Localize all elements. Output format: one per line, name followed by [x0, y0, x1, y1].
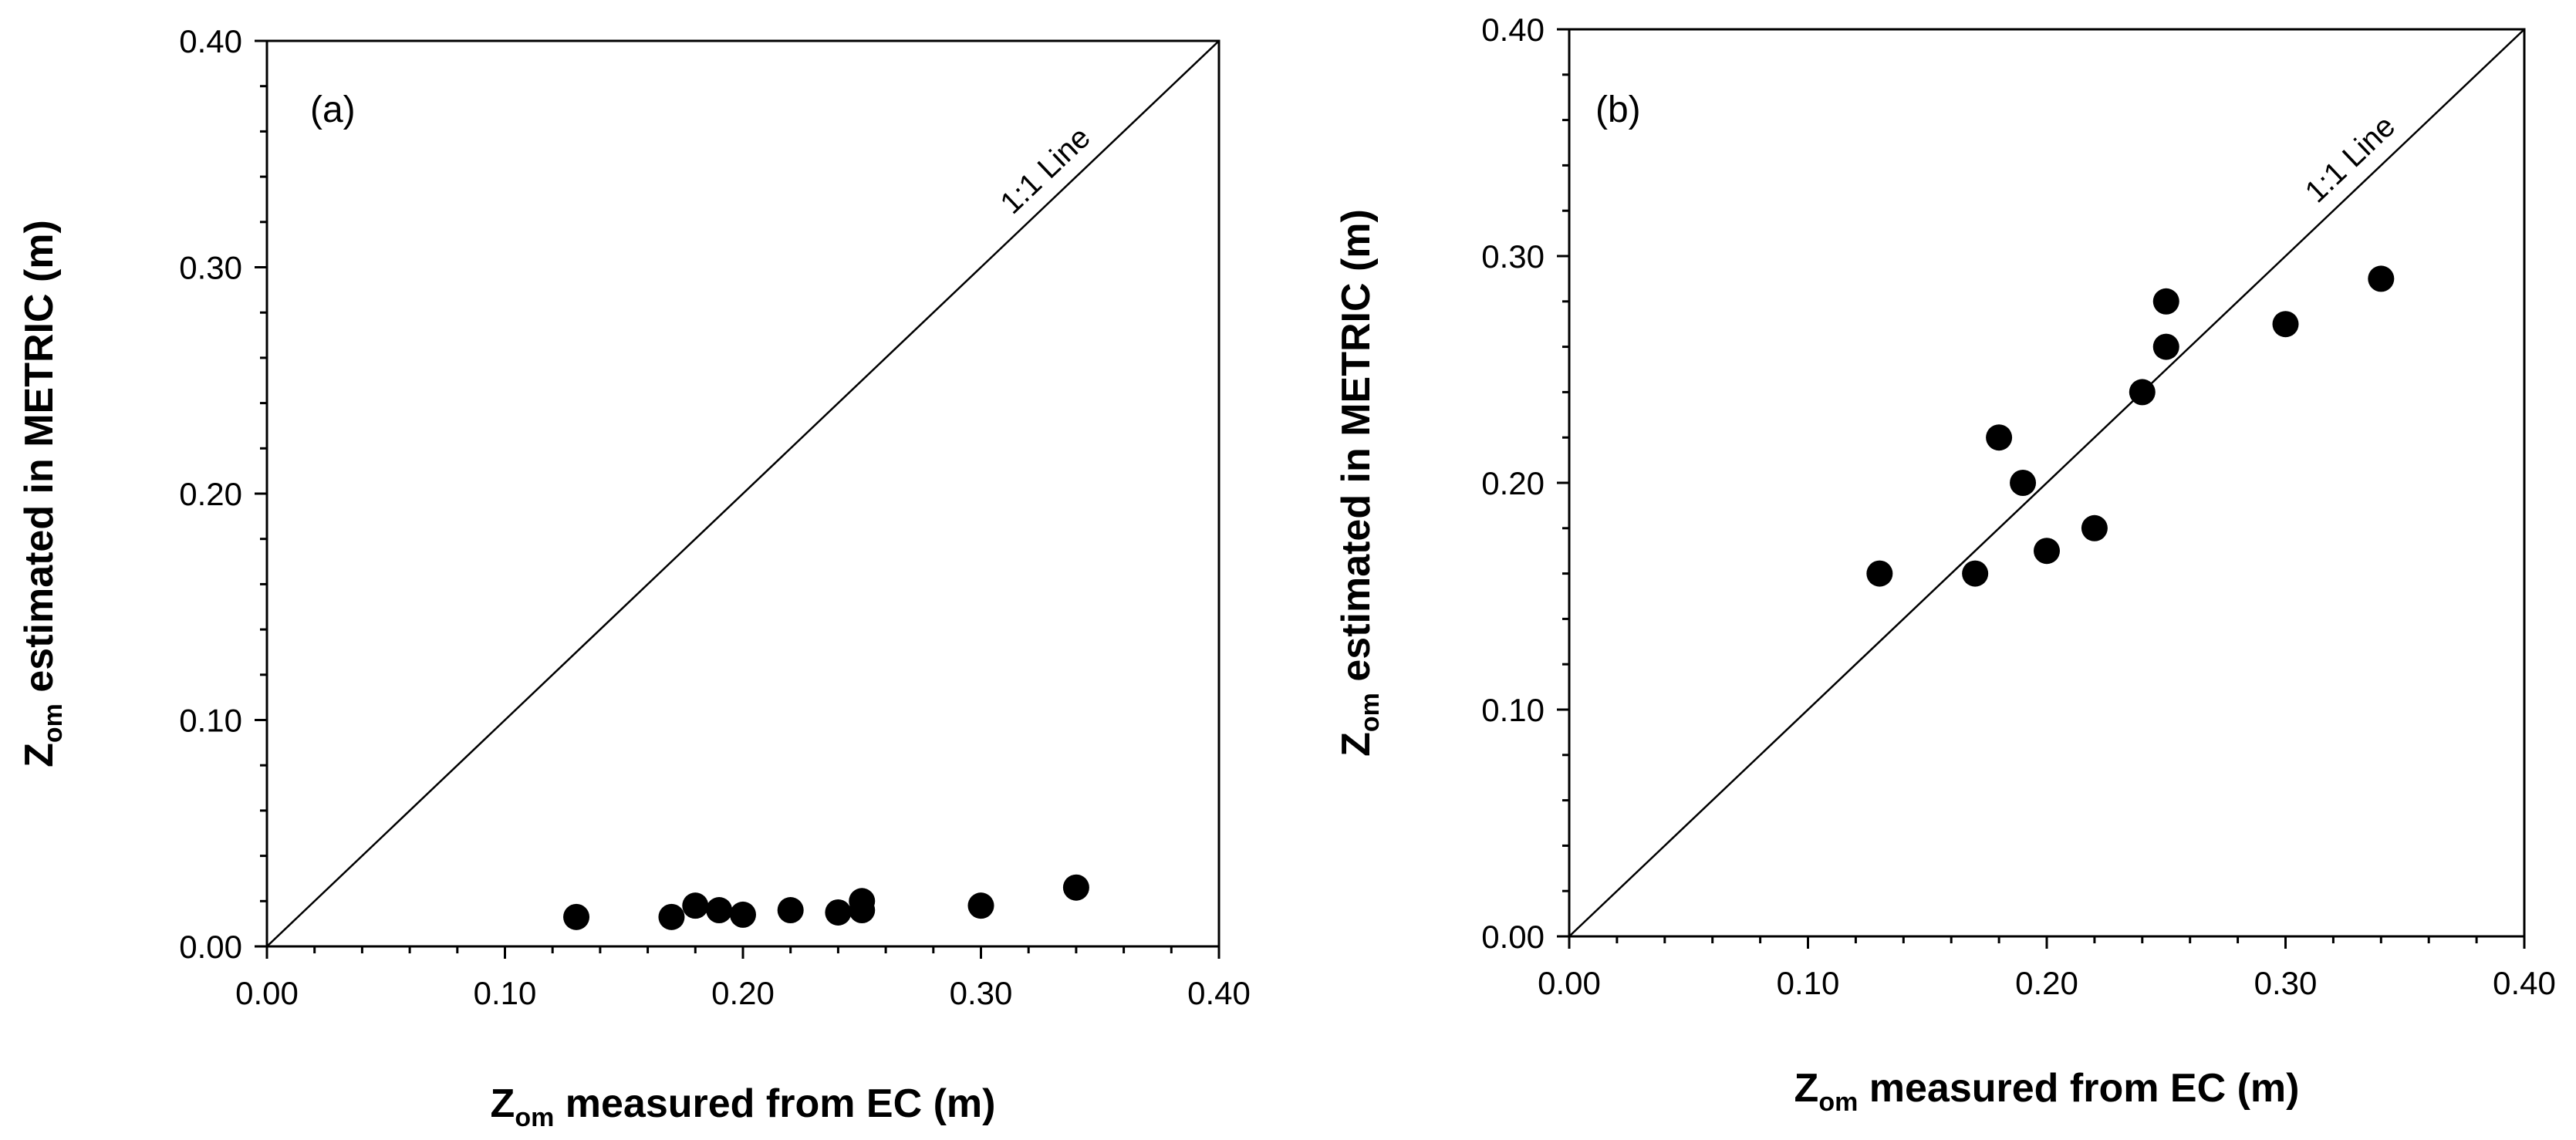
data-point: [2010, 470, 2037, 496]
x-axis-title: Zom measured from EC (m): [1794, 1066, 2300, 1117]
y-tick-label: 0.00: [179, 929, 242, 965]
x-tick-label: 0.00: [235, 975, 299, 1011]
y-tick-label: 0.30: [1481, 238, 1545, 275]
data-point: [849, 897, 876, 924]
data-point: [1866, 560, 1893, 587]
one-to-one-line: [266, 40, 1220, 947]
x-axis-title-rest: measured from EC (m): [1858, 1066, 2299, 1111]
data-point: [1062, 874, 1089, 901]
data-point: [730, 901, 756, 928]
x-tick-label: 0.40: [2493, 965, 2556, 1001]
chart-panel-b: 0.00 0.00 0.10 0.10 0.20 0.20 0.30 0.30 0.40 0.40…: [1334, 12, 2556, 1117]
data-point: [2272, 311, 2299, 338]
y-axis-title-subscript: om: [1356, 693, 1385, 732]
y-tick-label: 0.10: [179, 703, 242, 739]
data-point: [1986, 424, 2013, 451]
y-tick-label: 0.00: [1481, 919, 1545, 955]
x-axis-title-subscript: om: [515, 1103, 554, 1132]
y-tick-label: 0.10: [1481, 692, 1545, 728]
x-axis-title-subscript: om: [1818, 1088, 1858, 1117]
y-axis-title-rest: estimated in METRIC (m): [1334, 209, 1379, 693]
y-tick-label: 0.20: [1481, 465, 1545, 501]
x-tick-label: 0.10: [1777, 965, 1840, 1001]
data-point: [777, 897, 804, 924]
data-point: [2034, 538, 2060, 565]
y-tick-label: 0.40: [1481, 12, 1545, 48]
data-point: [563, 903, 590, 930]
x-axis-title-rest: measured from EC (m): [554, 1081, 995, 1126]
x-axis-title-main: Z: [491, 1081, 515, 1126]
y-axis-title-subscript: om: [39, 703, 68, 743]
data-point: [682, 892, 709, 919]
x-tick-label: 0.10: [474, 975, 537, 1011]
one-to-one-line: [1568, 29, 2525, 937]
x-axis-title-main: Z: [1794, 1066, 1819, 1111]
data-point: [658, 903, 685, 930]
y-axis-title: Zom estimated in METRIC (m): [17, 220, 68, 767]
x-tick-label: 0.20: [711, 975, 775, 1011]
x-tick-label: 0.40: [1187, 975, 1251, 1011]
data-point: [2129, 379, 2156, 406]
chart-panel-a: 0.00 0.00 0.10 0.10 0.20 0.20 0.30 0.30 0.40 0.40…: [17, 23, 1251, 1132]
data-point: [2152, 288, 2179, 315]
data-point: [967, 892, 994, 919]
x-tick-label: 0.30: [2254, 965, 2318, 1001]
x-tick-label: 0.20: [2015, 965, 2078, 1001]
y-tick-label: 0.20: [179, 476, 242, 512]
x-tick-label: 0.00: [1538, 965, 1601, 1001]
data-point: [2081, 514, 2108, 541]
data-point: [706, 897, 733, 924]
data-point: [2152, 333, 2179, 360]
y-tick-label: 0.30: [179, 250, 242, 286]
panel-label: (b): [1595, 89, 1641, 130]
y-axis-title: Zom estimated in METRIC (m): [1334, 209, 1385, 757]
y-axis-title-rest: estimated in METRIC (m): [17, 220, 62, 703]
data-point: [2368, 265, 2395, 292]
panel-label: (a): [310, 89, 356, 130]
y-tick-label: 0.40: [179, 23, 242, 59]
data-point: [825, 899, 852, 926]
x-axis-title: Zom measured from EC (m): [491, 1081, 996, 1132]
data-point: [1962, 560, 1989, 587]
y-axis-title-main: Z: [17, 743, 62, 767]
y-axis-title-main: Z: [1334, 732, 1379, 757]
x-tick-label: 0.30: [950, 975, 1013, 1011]
